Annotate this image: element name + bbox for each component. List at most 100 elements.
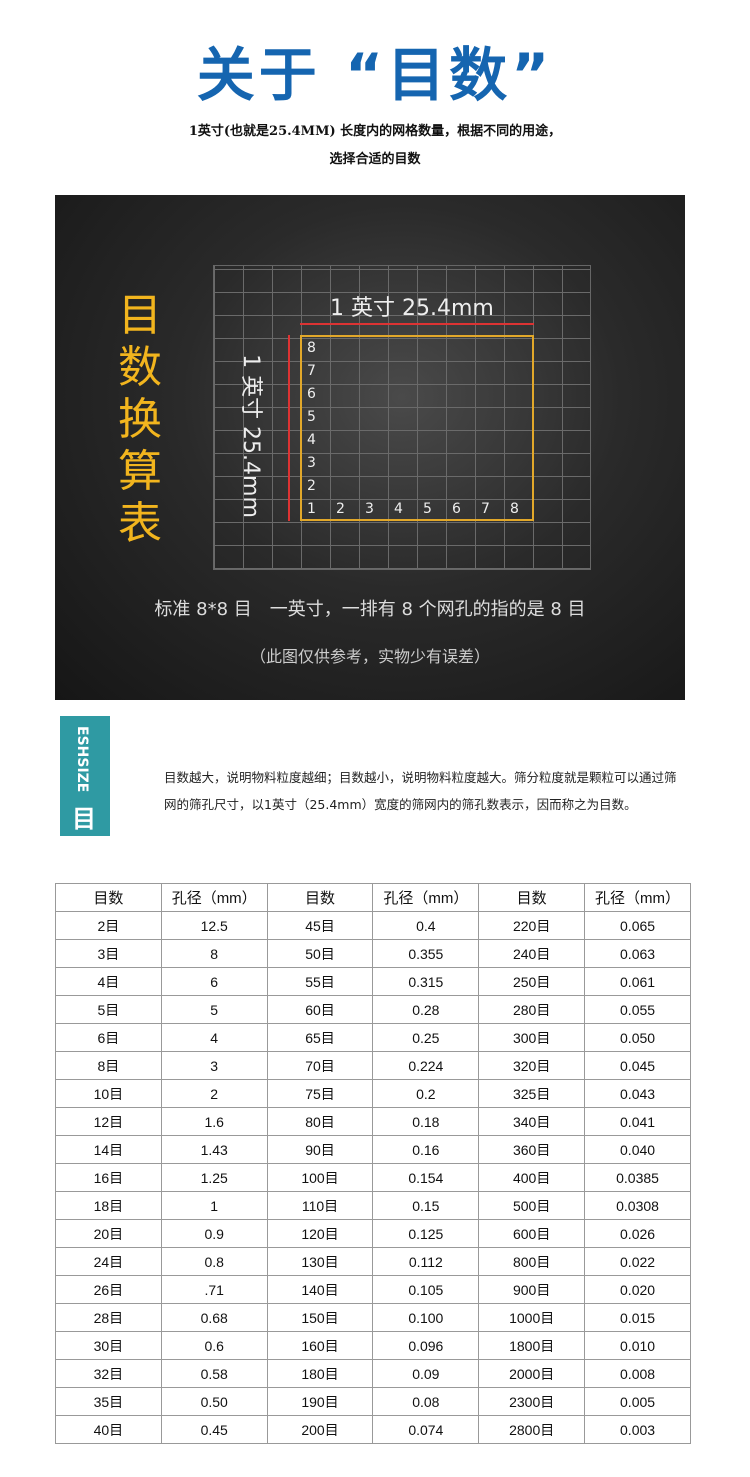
table-row: 28目 0.68 150目 0.100 1000目 0.015	[55, 1303, 691, 1332]
table-cell: 100目	[266, 1163, 374, 1192]
table-row: 8目 3 70目 0.224 320目 0.045	[55, 1051, 691, 1080]
table-cell: 250目	[478, 967, 586, 996]
table-cell: 0.18	[372, 1107, 480, 1136]
table-cell: 20目	[55, 1219, 162, 1248]
column-header: 目数	[478, 883, 586, 912]
table-cell: 240目	[478, 939, 586, 968]
table-cell: 0.09	[372, 1359, 480, 1388]
table-cell: 60目	[266, 995, 374, 1024]
table-cell: 3	[160, 1051, 268, 1080]
table-cell: 2000目	[478, 1359, 586, 1388]
table-cell: 600目	[478, 1219, 586, 1248]
table-cell: 1.25	[160, 1163, 268, 1192]
table-cell: 2目	[55, 911, 162, 940]
table-cell: 0.074	[372, 1415, 480, 1444]
table-cell: 180目	[266, 1359, 374, 1388]
brand-name: ESHSIZE	[74, 726, 90, 793]
column-count: 5	[423, 501, 432, 517]
table-cell: 0.112	[372, 1247, 480, 1276]
table-cell: 1800目	[478, 1331, 586, 1360]
table-cell: 50目	[266, 939, 374, 968]
table-cell: 4目	[55, 967, 162, 996]
table-cell: 18目	[55, 1191, 162, 1220]
table-row: 4目 6 55目 0.315 250目 0.061	[55, 967, 691, 996]
table-cell: 0.0385	[584, 1163, 691, 1192]
table-cell: 0.065	[584, 911, 691, 940]
column-count: 6	[452, 501, 461, 517]
table-cell: 0.055	[584, 995, 691, 1024]
table-row: 30目 0.6 160目 0.096 1800目 0.010	[55, 1331, 691, 1360]
table-cell: 0.008	[584, 1359, 691, 1388]
table-cell: 70目	[266, 1051, 374, 1080]
table-row: 3目 8 50目 0.355 240目 0.063	[55, 939, 691, 968]
table-cell: 0.15	[372, 1191, 480, 1220]
table-cell: 32目	[55, 1359, 162, 1388]
table-cell: 0.010	[584, 1331, 691, 1360]
table-row: 26目 .71 140目 0.105 900目 0.020	[55, 1275, 691, 1304]
table-cell: 0.043	[584, 1079, 691, 1108]
table-cell: 0.005	[584, 1387, 691, 1416]
table-cell: 150目	[266, 1303, 374, 1332]
table-cell: .71	[160, 1275, 268, 1304]
table-row: 5目 5 60目 0.28 280目 0.055	[55, 995, 691, 1024]
table-cell: 40目	[55, 1415, 162, 1444]
table-cell: 900目	[478, 1275, 586, 1304]
table-cell: 12.5	[160, 911, 268, 940]
table-cell: 130目	[266, 1247, 374, 1276]
table-row: 16目 1.25 100目 0.154 400目 0.0385	[55, 1163, 691, 1192]
table-cell: 8目	[55, 1051, 162, 1080]
table-cell: 0.25	[372, 1023, 480, 1052]
table-cell: 0.9	[160, 1219, 268, 1248]
column-header: 目数	[266, 883, 374, 912]
table-cell: 0.08	[372, 1387, 480, 1416]
table-cell: 320目	[478, 1051, 586, 1080]
page-title: 关于 “目数”	[196, 41, 554, 109]
column-count: 3	[365, 501, 374, 517]
table-cell: 200目	[266, 1415, 374, 1444]
table-cell: 26目	[55, 1275, 162, 1304]
table-cell: 65目	[266, 1023, 374, 1052]
table-cell: 75目	[266, 1079, 374, 1108]
brand-glyph: 目	[72, 805, 96, 833]
table-row: 10目 2 75目 0.2 325目 0.043	[55, 1079, 691, 1108]
table-cell: 6	[160, 967, 268, 996]
table-row: 40目 0.45 200目 0.074 2800目 0.003	[55, 1415, 691, 1444]
table-cell: 0.026	[584, 1219, 691, 1248]
table-cell: 35目	[55, 1387, 162, 1416]
table-cell: 325目	[478, 1079, 586, 1108]
table-cell: 0.45	[160, 1415, 268, 1444]
table-cell: 0.315	[372, 967, 480, 996]
table-row: 12目 1.6 80目 0.18 340目 0.041	[55, 1107, 691, 1136]
table-cell: 0.4	[372, 911, 480, 940]
table-cell: 500目	[478, 1191, 586, 1220]
table-cell: 0.16	[372, 1135, 480, 1164]
column-header: 孔径（mm）	[584, 883, 691, 912]
table-row: 2目 12.5 45目 0.4 220目 0.065	[55, 911, 691, 940]
table-cell: 5目	[55, 995, 162, 1024]
table-cell: 90目	[266, 1135, 374, 1164]
row-count: 3	[307, 455, 316, 471]
table-cell: 28目	[55, 1303, 162, 1332]
column-count: 2	[336, 501, 345, 517]
table-cell: 360目	[478, 1135, 586, 1164]
table-cell: 340目	[478, 1107, 586, 1136]
table-cell: 1000目	[478, 1303, 586, 1332]
column-header: 目数	[55, 883, 162, 912]
row-count: 4	[307, 432, 316, 448]
table-cell: 0.022	[584, 1247, 691, 1276]
table-cell: 0.050	[584, 1023, 691, 1052]
table-cell: 0.003	[584, 1415, 691, 1444]
mesh-grid	[213, 265, 591, 570]
table-cell: 2300目	[478, 1387, 586, 1416]
table-cell: 800目	[478, 1247, 586, 1276]
table-cell: 190目	[266, 1387, 374, 1416]
table-cell: 10目	[55, 1079, 162, 1108]
column-count: 4	[394, 501, 403, 517]
row-count: 5	[307, 409, 316, 425]
table-row: 18目 1 110目 0.15 500目 0.0308	[55, 1191, 691, 1220]
horizontal-label: 1 英寸 25.4mm	[330, 296, 494, 321]
row-count: 2	[307, 478, 316, 494]
table-cell: 2	[160, 1079, 268, 1108]
table-cell: 0.8	[160, 1247, 268, 1276]
table-cell: 110目	[266, 1191, 374, 1220]
